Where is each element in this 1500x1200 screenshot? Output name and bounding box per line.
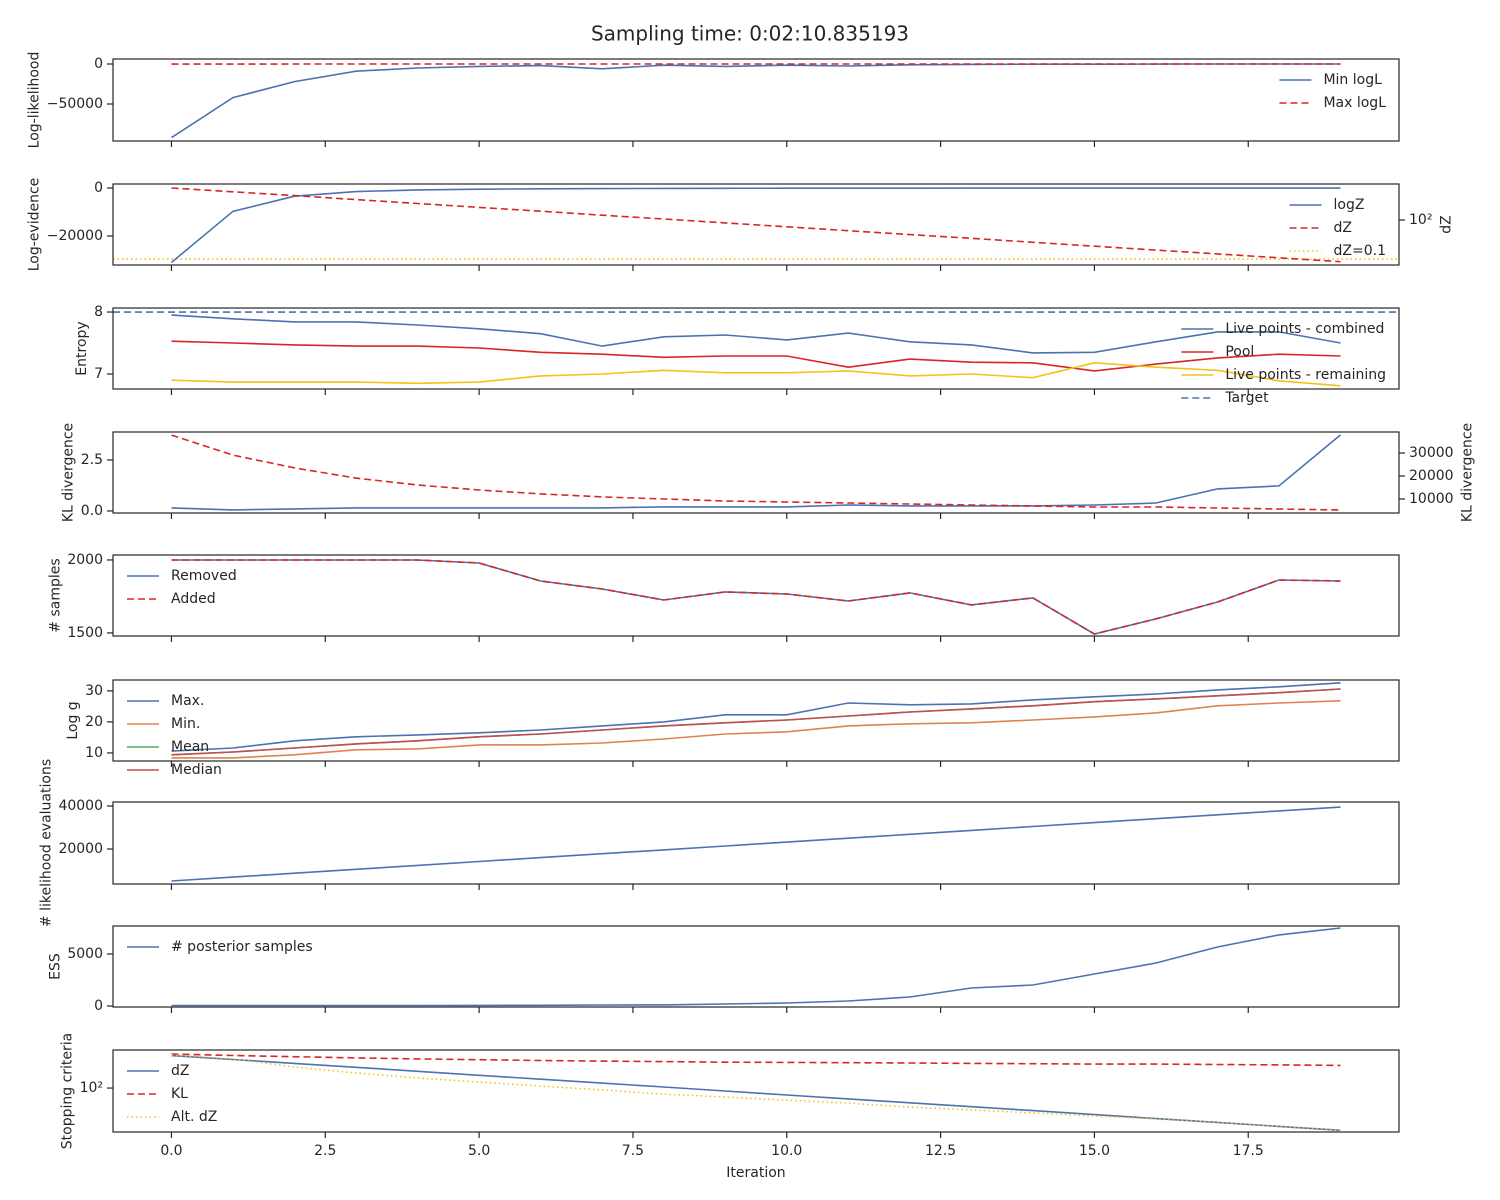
y-tick-label: 0.0 xyxy=(81,503,103,519)
axes-frame xyxy=(112,1049,1400,1133)
series-line xyxy=(171,361,1341,387)
legend-label: Live points - combined xyxy=(1225,321,1384,337)
legend-label: Max. xyxy=(171,693,204,709)
legend-label: dZ xyxy=(1334,220,1352,236)
series-line xyxy=(170,187,1341,264)
legend-label: # posterior samples xyxy=(171,939,313,955)
y-tick-label: 0 xyxy=(94,56,103,72)
y2-tick-label: 30000 xyxy=(1409,445,1454,461)
legend-label: Alt. dZ xyxy=(171,1109,217,1125)
series-line xyxy=(171,187,1341,263)
y-tick-label: −20000 xyxy=(47,228,103,244)
x-tick-label: 17.5 xyxy=(1233,1143,1264,1159)
legend-label: Mean xyxy=(171,739,209,755)
y-tick-label: 20 xyxy=(85,714,103,730)
y-axis-label: Entropy xyxy=(74,321,90,375)
y2-tick-label: 20000 xyxy=(1409,468,1454,484)
series-line xyxy=(171,559,1341,635)
y-axis-label: # samples xyxy=(47,558,63,632)
y-tick-label: 7 xyxy=(94,366,103,382)
axes-frame xyxy=(112,801,1400,885)
y-axis-label: KL divergence xyxy=(61,423,77,522)
series-line xyxy=(171,700,1341,759)
x-axis-label: Iteration xyxy=(726,1165,785,1181)
y-axis-label: Log-likelihood xyxy=(27,52,43,149)
legend-label: logZ xyxy=(1334,197,1365,213)
axes-frame xyxy=(112,58,1400,142)
y-tick-label: 10² xyxy=(80,1080,103,1096)
x-tick-label: 12.5 xyxy=(925,1143,956,1159)
legend-label: Min logL xyxy=(1323,72,1382,88)
legend-label: Pool xyxy=(1225,344,1254,360)
y-tick-label: 0 xyxy=(94,180,103,196)
y-tick-label: 0 xyxy=(94,998,103,1014)
figure-title: Sampling time: 0:02:10.835193 xyxy=(591,22,909,46)
x-tick-label: 0.0 xyxy=(160,1143,182,1159)
x-tick-label: 7.5 xyxy=(622,1143,644,1159)
axes-frame xyxy=(112,183,1400,266)
legend-label: dZ xyxy=(171,1063,189,1079)
series-line xyxy=(171,340,1341,372)
y-tick-label: 8 xyxy=(94,304,103,320)
legend-label: Median xyxy=(171,762,222,778)
axes-frame xyxy=(112,679,1400,762)
y-tick-label: 5000 xyxy=(67,946,103,962)
series-line xyxy=(171,688,1341,756)
y-tick-label: 10 xyxy=(85,745,103,761)
legend-label: Live points - remaining xyxy=(1225,367,1386,383)
y2-axis-label: KL divergence xyxy=(1460,423,1476,522)
y-axis-label: # likelihood evaluations xyxy=(38,759,54,927)
x-tick-label: 15.0 xyxy=(1079,1143,1110,1159)
legend-label: Target xyxy=(1224,390,1269,406)
legend-label: Added xyxy=(171,591,216,607)
y-tick-label: 20000 xyxy=(58,841,103,857)
y2-axis-label: dZ xyxy=(1438,215,1454,233)
series-line xyxy=(171,1054,1341,1131)
series-line xyxy=(171,434,1341,511)
y-axis-label: Log g xyxy=(65,701,81,739)
series-line xyxy=(171,434,1342,511)
y-tick-label: 2000 xyxy=(67,552,103,568)
axes-frame xyxy=(112,925,1400,1008)
y-tick-label: 2.5 xyxy=(81,452,103,468)
series-line xyxy=(171,806,1341,882)
y-axis-label: Stopping criteria xyxy=(60,1033,76,1149)
y-tick-label: 30 xyxy=(85,683,103,699)
x-tick-label: 10.0 xyxy=(771,1143,802,1159)
y2-tick-label: 10² xyxy=(1409,212,1432,228)
series-line xyxy=(171,314,1341,354)
y-tick-label: −50000 xyxy=(47,96,103,112)
legend-label: Max logL xyxy=(1323,95,1386,111)
x-tick-label: 5.0 xyxy=(468,1143,490,1159)
axes-frame xyxy=(112,431,1400,514)
legend-label: dZ=0.1 xyxy=(1334,243,1386,259)
legend-label: KL xyxy=(171,1086,188,1102)
series-line xyxy=(171,682,1341,752)
legend-label: Removed xyxy=(171,568,237,584)
y-tick-label: 1500 xyxy=(67,625,103,641)
y-axis-label: ESS xyxy=(47,953,63,980)
y-axis-label: Log-evidence xyxy=(27,178,43,272)
axes-frame xyxy=(112,554,1400,637)
x-tick-label: 2.5 xyxy=(314,1143,336,1159)
axes-frame xyxy=(112,307,1400,390)
y2-tick-label: 10000 xyxy=(1409,491,1454,507)
series-line xyxy=(171,1054,1341,1132)
series-line xyxy=(171,1053,1341,1067)
series-line xyxy=(171,927,1341,1007)
y-tick-label: 40000 xyxy=(58,798,103,814)
legend-label: Min. xyxy=(171,716,200,732)
